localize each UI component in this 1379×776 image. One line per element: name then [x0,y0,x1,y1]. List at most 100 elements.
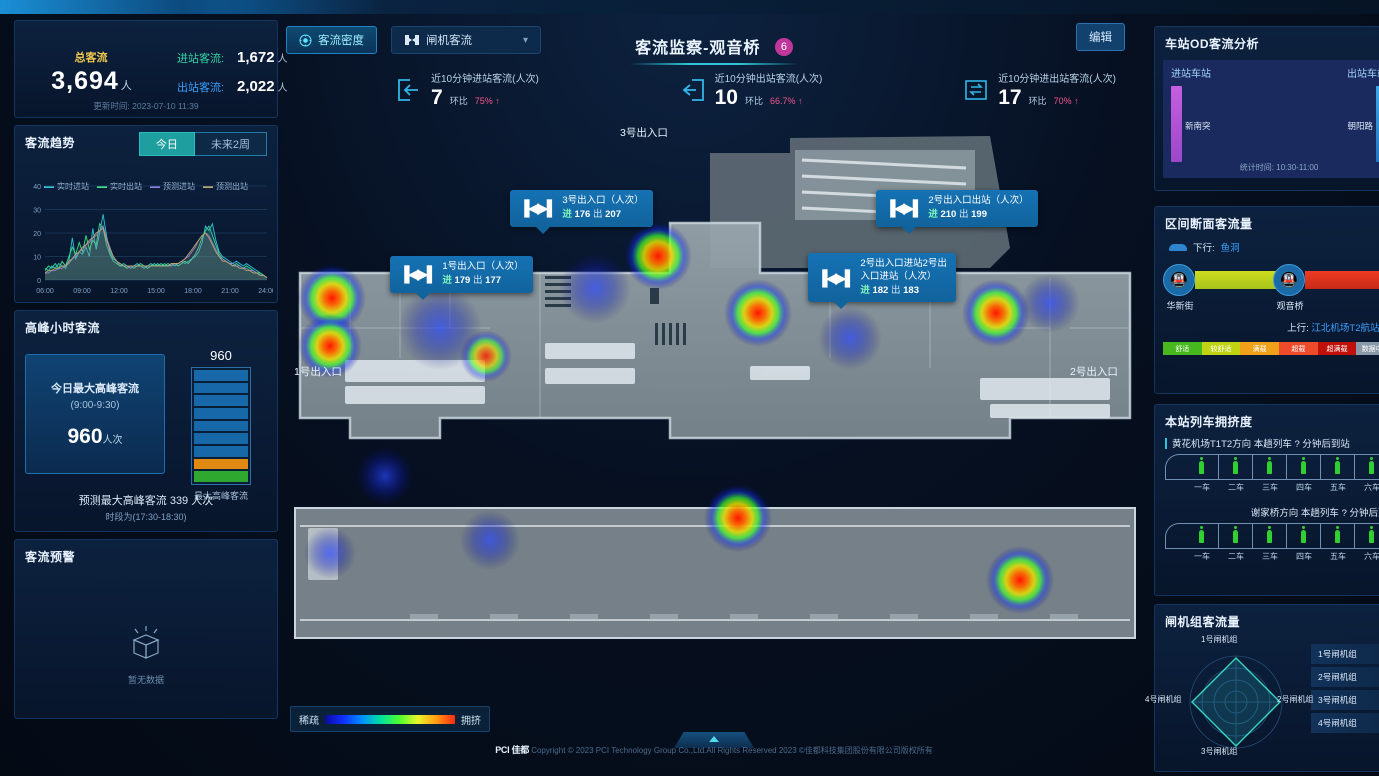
crowd-title: 本站列车拥挤度 [1165,415,1253,429]
car-1[interactable]: 一车 [1185,454,1219,493]
density-label: 客流密度 [318,35,364,47]
legend-overload: 超载 [1279,342,1318,355]
car2-4-label: 四车 [1296,552,1312,561]
crowd-direction-2: 谢家桥方向 本趟列车 ? 分钟后到站 [1155,503,1379,519]
both-station-icon [965,80,987,100]
car-5[interactable]: 五车 [1321,454,1355,493]
tooltip-2out-out-label: 出 [958,208,969,220]
legend-fairly-comfortable: 较舒适 [1201,342,1241,355]
kpi-outbound-pct: 66.7% ↑ [769,96,803,106]
tooltip-exit-2-in[interactable]: ▐◀▶▌ 2号出入口进站2号出入口进站（人次） 进 182 出 183 [808,253,956,310]
od-time: 统计时间: 10:30-11:00 [1239,163,1319,172]
outbound-value: 2,022 [237,78,275,95]
kpi-both-label: 近10分钟进出站客流(人次) [998,74,1116,85]
tooltip-2out-in: 210 [940,208,957,220]
peak-card-title: 今日最大高峰客流 [51,382,139,395]
up-value: 江北机场T2航站楼 [1311,323,1379,334]
page-title-wrap: 客流监察-观音桥 6 [286,34,1142,65]
train-cars-1: 一车 二车 三车 四车 五车 六车 [1165,454,1379,493]
tab-today[interactable]: 今日 [138,132,195,156]
legend-realtime-in: 实时进站 [44,181,89,192]
center-column: 客流密度 闸机客流 ▾ 编辑 客流监察-观音桥 6 [286,18,1142,758]
gate-icon: ▐◀▶▌ [817,269,855,287]
peak-today-card: 今日最大高峰客流 (9:00-9:30) 960人次 [25,354,165,474]
train-station-icon: 🚇 [1273,264,1305,296]
car-4[interactable]: 四车 [1287,454,1321,493]
tab-future-2-weeks[interactable]: 未来2周 [194,132,267,156]
radar-axis-4: 4号闸机组 [1145,695,1182,704]
gate-group-flow-panel: 闸机组客流量 1号闸机组 2号闸机组 3号闸机组 4号闸机组 1号 [1145,604,1379,772]
person-icon [1267,456,1272,474]
car2-3[interactable]: 三车 [1253,523,1287,562]
tooltip-exit-3[interactable]: ▐◀▶▌ 3号出入口（人次） 进 176 出 207 [510,190,653,234]
car2-1[interactable]: 一车 [1185,523,1219,562]
trend-tab-group[interactable]: 今日 未来2周 [138,132,267,156]
car-2[interactable]: 二车 [1219,454,1253,493]
density-toggle-button[interactable]: 客流密度 [286,26,377,54]
gate-label: 闸机客流 [426,35,472,47]
car-6[interactable]: 六车 [1355,454,1379,493]
tooltip-exit-1[interactable]: ▐◀▶▌ 1号出入口（人次） 进 179 出 177 [390,256,533,300]
legend-realtime-out: 实时出站 [97,181,142,192]
gate-flow-select[interactable]: 闸机客流 ▾ [391,26,541,54]
heat-legend-high: 拥挤 [461,715,481,727]
tooltip-exit-2-out[interactable]: ▐◀▶▌ 2号出入口出站（人次） 进 210 出 199 [876,190,1038,234]
person-icon [1369,456,1374,474]
total-label: 总客流 [74,51,108,64]
person-icon [1335,525,1340,543]
crowd-direction-1: 黄花机场T1T2方向 本趟列车 ? 分钟后到站 [1155,434,1379,450]
od-right-bar [1376,86,1379,162]
train-icon [1169,243,1187,251]
section-uplink: 上行: 江北机场T2航站楼 [1155,320,1379,334]
od-left-bar [1171,86,1182,162]
person-icon [1301,456,1306,474]
legend-comfortable: 舒适 [1163,342,1202,355]
kpi-row: 近10分钟进站客流(人次) 7 环比 75% ↑ 近10分钟出站客流(人次) [396,70,1116,110]
peak-forecast: 预测最大高峰客流 339 人次 时段为(17:30-18:30) [15,492,277,523]
inbound-unit: 人 [277,54,288,65]
radar-axis-2: 2号闸机组 [1277,695,1314,704]
top-decoration-strip [0,0,1379,14]
car2-6[interactable]: 六车 [1355,523,1379,562]
peak-card-value: 960人次 [67,424,123,448]
od-title: 车站OD客流分析 [1165,37,1260,51]
person-icon [1301,525,1306,543]
table-row: 2号闸机组 3 [1311,667,1379,687]
station-node-1[interactable]: 🚇 华新街 [1163,264,1197,312]
tooltip-2in-out-label: 出 [890,284,901,296]
peak-hour-panel: 高峰小时客流 今日最大高峰客流 (9:00-9:30) 960人次 960 最大… [14,310,278,532]
station-node-2[interactable]: 🚇 观音桥 [1273,264,1307,312]
legend-data-interrupted: 数据中断 [1356,342,1379,355]
tooltip-3-in-label: 进 [562,208,572,220]
exit-label-3: 3号出入口 [620,127,668,139]
car2-3-label: 三车 [1262,552,1278,561]
station-name-2: 观音桥 [1276,301,1304,311]
passenger-trend-panel: 客流趋势 今日 未来2周 实时进站 实时出站 预测进站 预测出站 0 10 20 30… [14,125,278,303]
accent-bar [1165,437,1167,449]
car2-4[interactable]: 四车 [1287,523,1321,562]
heatmap-layer [298,222,1080,382]
heat-legend-low: 稀疏 [299,715,319,727]
section-downlink: 下行: 鱼洞 [1155,236,1379,254]
person-icon [1267,525,1272,543]
kpi-outbound: 近10分钟出站客流(人次) 10 环比 66.7% ↑ [680,70,822,110]
car2-5[interactable]: 五车 [1321,523,1355,562]
tooltip-2in-out: 183 [903,284,919,296]
car2-2[interactable]: 二车 [1219,523,1253,562]
edit-button[interactable]: 编辑 [1076,23,1125,51]
car-3[interactable]: 三车 [1253,454,1287,493]
station-floorplan-map[interactable]: 3号出入口 1号出入口 2号出入口 ▐◀▶▌ 3号出入口（人次） 进 176 出… [290,127,1138,728]
table-row: 3号闸机组 4 [1311,690,1379,710]
kpi-both: 近10分钟进出站客流(人次) 17 环比 70% ↑ [963,70,1116,110]
legend-full: 满载 [1240,342,1280,355]
tooltip-2out-title: 2号出入口出站（人次） [928,195,1029,206]
total-passenger-block: 总客流 3,694 人 [27,49,155,96]
link-segment-2 [1305,271,1379,289]
od-left-station: 新南突 [1185,121,1211,131]
gate-icon: ▐◀▶▌ [399,266,437,284]
peak-title: 高峰小时客流 [25,321,101,335]
empty-box-icon [132,626,160,659]
person-icon [1335,456,1340,474]
collapse-footer-handle[interactable] [674,732,754,748]
